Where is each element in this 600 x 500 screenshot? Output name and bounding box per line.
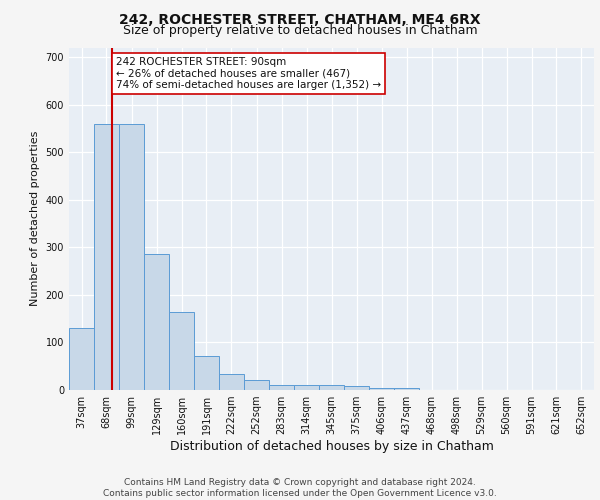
Bar <box>319 385 344 390</box>
X-axis label: Distribution of detached houses by size in Chatham: Distribution of detached houses by size … <box>170 440 493 453</box>
Text: Contains HM Land Registry data © Crown copyright and database right 2024.
Contai: Contains HM Land Registry data © Crown c… <box>103 478 497 498</box>
Bar <box>394 388 419 390</box>
Bar <box>344 386 369 390</box>
Bar <box>169 312 194 390</box>
Bar <box>119 124 144 390</box>
Bar <box>244 380 269 390</box>
Bar <box>144 254 169 390</box>
Bar <box>269 385 294 390</box>
Text: Size of property relative to detached houses in Chatham: Size of property relative to detached ho… <box>122 24 478 37</box>
Bar <box>94 124 119 390</box>
Bar <box>369 388 394 390</box>
Bar <box>294 385 319 390</box>
Text: 242 ROCHESTER STREET: 90sqm
← 26% of detached houses are smaller (467)
74% of se: 242 ROCHESTER STREET: 90sqm ← 26% of det… <box>116 57 381 90</box>
Bar <box>219 374 244 390</box>
Bar <box>69 328 94 390</box>
Text: 242, ROCHESTER STREET, CHATHAM, ME4 6RX: 242, ROCHESTER STREET, CHATHAM, ME4 6RX <box>119 12 481 26</box>
Bar <box>194 356 219 390</box>
Y-axis label: Number of detached properties: Number of detached properties <box>30 131 40 306</box>
